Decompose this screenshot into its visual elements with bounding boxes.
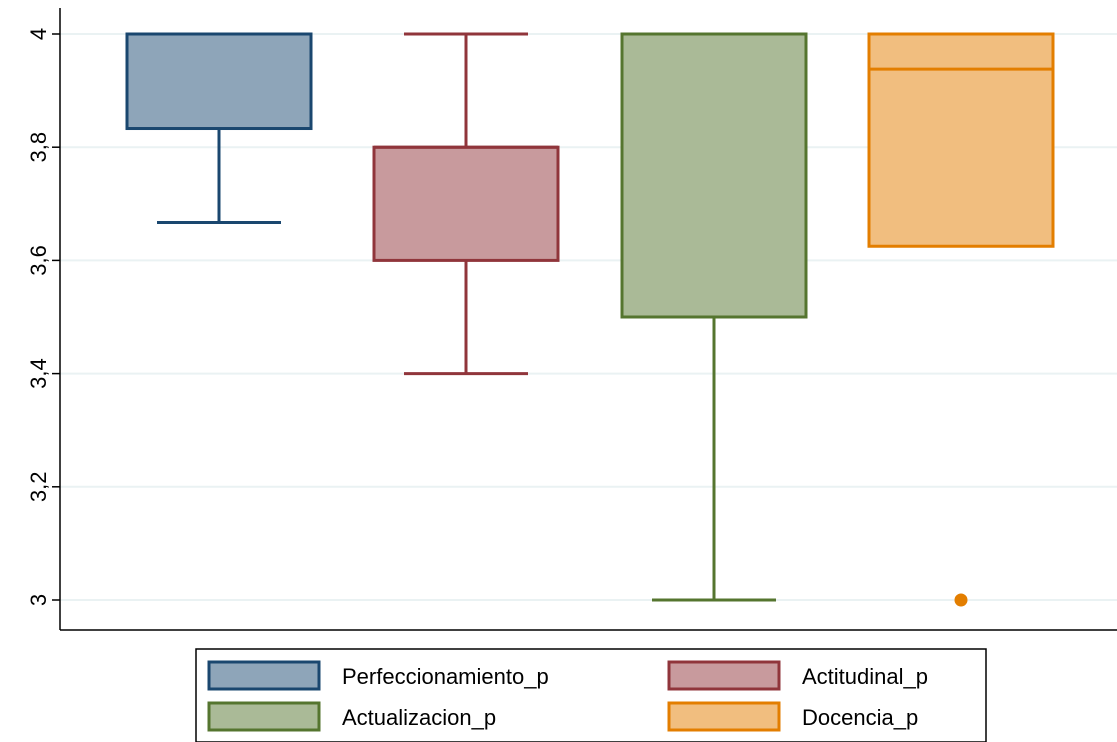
legend: Perfeccionamiento_p Actitudinal_p Actualiz… <box>195 648 987 742</box>
iqr-box <box>867 32 1055 248</box>
legend-item-perfeccionamiento-p: Perfeccionamiento_p <box>207 660 549 691</box>
y-tick-label: 3,2 <box>26 472 51 503</box>
legend-item-actualizacion-p: Actualizacion_p <box>207 701 496 732</box>
legend-item-actitudinal-p: Actitudinal_p <box>667 660 928 691</box>
iqr-box <box>125 32 313 131</box>
legend-item-docencia-p: Docencia_p <box>667 701 918 732</box>
legend-swatch <box>667 660 781 691</box>
legend-box <box>195 648 987 742</box>
box-docencia-p <box>867 32 1055 607</box>
box-actualizacion-p <box>620 32 808 602</box>
iqr-box <box>620 32 808 319</box>
box-plot-area <box>125 32 1055 607</box>
y-axis-ticks: 3 3,2 3,4 3,6 3,8 4 <box>26 28 60 606</box>
iqr-box <box>372 145 560 262</box>
outlier-point <box>954 593 968 607</box>
legend-label: Actitudinal_p <box>802 664 928 689</box>
y-tick-label: 4 <box>26 28 51 40</box>
legend-swatch <box>207 660 321 691</box>
legend-label: Docencia_p <box>802 705 918 730</box>
y-tick-label: 3,4 <box>26 358 51 389</box>
box-actitudinal-p <box>372 32 560 376</box>
y-tick-label: 3 <box>26 594 51 606</box>
box-perfeccionamiento-p <box>125 32 313 224</box>
y-tick-label: 3,6 <box>26 245 51 276</box>
legend-swatch <box>667 701 781 732</box>
y-tick-label: 3,8 <box>26 132 51 163</box>
legend-label: Perfeccionamiento_p <box>342 664 549 689</box>
legend-swatch <box>207 701 321 732</box>
legend-label: Actualizacion_p <box>342 705 496 730</box>
